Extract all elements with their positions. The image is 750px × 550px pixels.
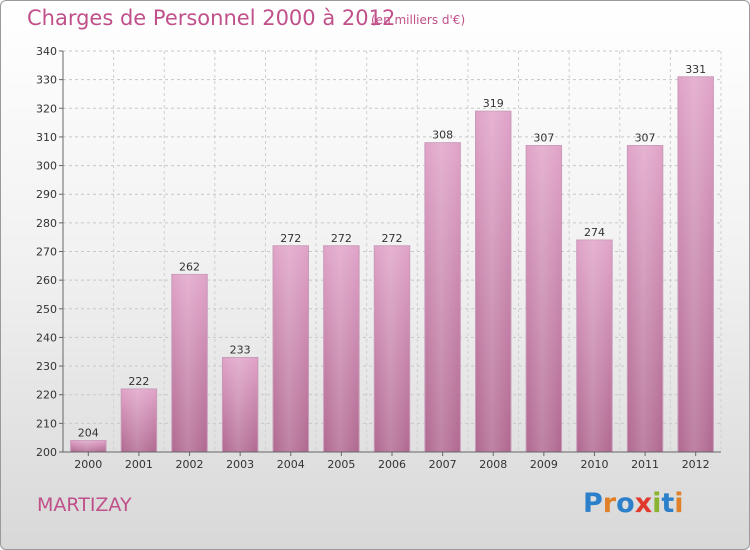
x-tick-label: 2003 bbox=[226, 458, 254, 471]
bar-shine bbox=[323, 245, 360, 452]
y-tick-label: 270 bbox=[36, 246, 57, 259]
x-tick-label: 2006 bbox=[378, 458, 406, 471]
y-tick-label: 330 bbox=[36, 74, 57, 87]
axes: 200 210 220 230 240 250 260 270 280 290 300 310 320 3… bbox=[36, 45, 721, 471]
chart-subtitle: (en milliers d'€) bbox=[371, 13, 466, 27]
x-tick-label: 2012 bbox=[682, 458, 710, 471]
value-label: 204 bbox=[78, 427, 99, 440]
value-label: 272 bbox=[280, 232, 301, 245]
bars bbox=[70, 76, 714, 453]
x-tick-label: 2011 bbox=[631, 458, 659, 471]
value-label: 233 bbox=[230, 343, 251, 356]
value-label: 308 bbox=[432, 129, 453, 142]
value-label: 262 bbox=[179, 260, 200, 273]
y-tick-label: 300 bbox=[36, 160, 57, 173]
x-tick-label: 2008 bbox=[479, 458, 507, 471]
y-tick-label: 310 bbox=[36, 131, 57, 144]
value-label: 319 bbox=[483, 97, 504, 110]
bar-shine bbox=[222, 357, 258, 452]
x-tick-label: 2000 bbox=[74, 458, 102, 471]
x-tick-label: 2004 bbox=[277, 458, 305, 471]
bar-shine bbox=[171, 274, 208, 452]
value-label: 331 bbox=[685, 63, 706, 76]
y-tick-label: 220 bbox=[36, 389, 57, 402]
value-label: 307 bbox=[635, 132, 656, 145]
value-label: 274 bbox=[584, 226, 605, 239]
y-tick-label: 260 bbox=[36, 274, 57, 287]
bar-shine bbox=[424, 142, 461, 452]
bar-shine bbox=[526, 145, 562, 452]
bar-shine bbox=[374, 245, 410, 452]
x-tick-label: 2007 bbox=[429, 458, 457, 471]
chart-title: Charges de Personnel 2000 à 2012 bbox=[27, 6, 396, 30]
bar-shine bbox=[627, 145, 663, 452]
bar-shine bbox=[576, 240, 613, 452]
commune-name: MARTIZAY bbox=[37, 494, 132, 516]
proxiti-logo: Proxiti bbox=[583, 488, 684, 519]
x-tick-label: 2010 bbox=[580, 458, 608, 471]
y-tick-label: 210 bbox=[36, 417, 57, 430]
x-tick-label: 2005 bbox=[327, 458, 355, 471]
y-tick-label: 200 bbox=[36, 446, 57, 459]
y-tick-label: 320 bbox=[36, 102, 57, 115]
y-tick-label: 280 bbox=[36, 217, 57, 230]
x-tick-label: 2001 bbox=[125, 458, 153, 471]
y-tick-label: 250 bbox=[36, 303, 57, 316]
y-tick-label: 340 bbox=[36, 45, 57, 58]
value-label: 272 bbox=[331, 232, 352, 245]
y-tick-label: 290 bbox=[36, 188, 57, 201]
bar-shine bbox=[273, 245, 309, 452]
bar-shine bbox=[70, 440, 107, 452]
bar-shine bbox=[121, 388, 157, 452]
value-label: 307 bbox=[533, 132, 554, 145]
y-tick-label: 230 bbox=[36, 360, 57, 373]
value-label: 272 bbox=[382, 232, 403, 245]
value-label: 222 bbox=[128, 375, 149, 388]
y-tick-label: 240 bbox=[36, 331, 57, 344]
x-tick-label: 2002 bbox=[176, 458, 204, 471]
bar-shine bbox=[677, 76, 714, 453]
x-tick-label: 2009 bbox=[530, 458, 558, 471]
bar-shine bbox=[475, 111, 511, 453]
